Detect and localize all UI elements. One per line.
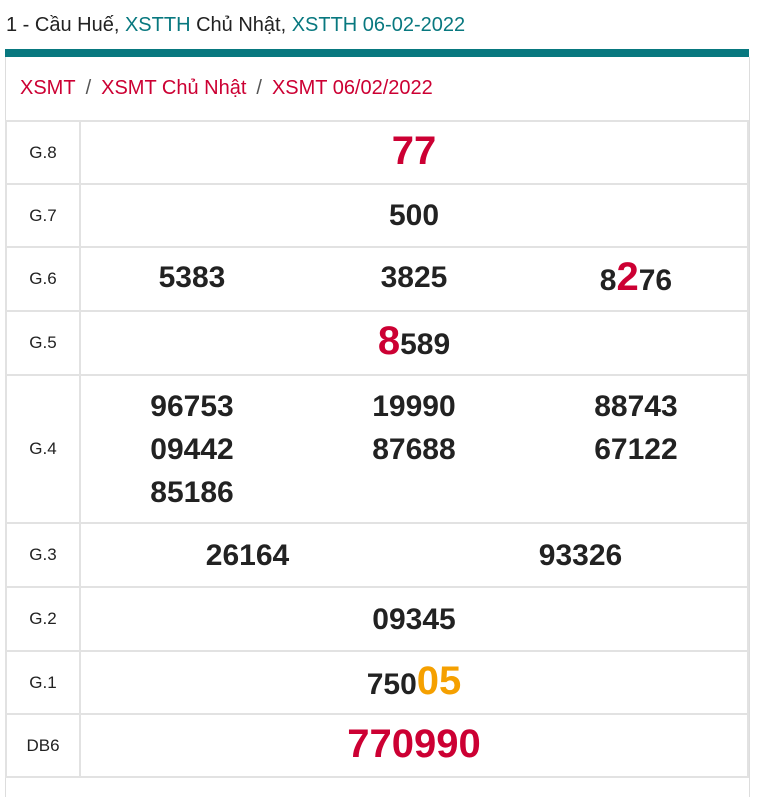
- number-part: 750: [366, 667, 417, 701]
- prize-numbers: 75005: [79, 650, 749, 715]
- xstth-link[interactable]: XSTTH: [124, 14, 191, 36]
- prize-numbers: 8589: [79, 310, 749, 376]
- prize-label: G.6: [5, 246, 81, 312]
- prize-number: 26164: [81, 534, 414, 577]
- prize-numbers: 77: [79, 120, 749, 185]
- prize-row: DB6 770990: [5, 713, 749, 778]
- prize-number: 09442: [81, 428, 303, 471]
- number-part: 09345: [372, 602, 456, 636]
- prize-numbers: 770990: [79, 713, 749, 778]
- numbers-grid: 8589: [81, 320, 747, 366]
- prize-number: 87688: [303, 428, 525, 471]
- prize-number: 5383: [81, 256, 303, 302]
- prize-number: 88743: [525, 385, 747, 428]
- prize-number: 8589: [81, 320, 747, 366]
- numbers-grid: 500: [81, 194, 747, 237]
- prize-numbers: 96753 19990 88743 09442 87688 67122 85186: [79, 374, 749, 524]
- number-part: 09442: [150, 432, 234, 466]
- number-part: 96753: [150, 389, 234, 423]
- accent-bar: [5, 49, 749, 57]
- prize-number: 75005: [81, 658, 747, 706]
- number-part: 88743: [594, 389, 678, 423]
- prize-row: G.1 75005: [5, 650, 749, 715]
- numbers-grid: 96753 19990 88743 09442 87688 67122 85186: [81, 385, 747, 514]
- prize-row: G.8 77: [5, 120, 749, 185]
- numbers-grid: 75005: [81, 658, 747, 706]
- numbers-grid: 5383 3825 8276: [81, 256, 747, 302]
- prize-label: G.3: [5, 522, 81, 588]
- number-part: 770990: [347, 721, 481, 766]
- prize-row: G.4 96753 19990 88743 09442 87688 67122 85186: [5, 374, 749, 524]
- prize-numbers: 09345: [79, 586, 749, 652]
- prize-numbers: 26164 93326: [79, 522, 749, 588]
- prize-number: 96753: [81, 385, 303, 428]
- prize-number: 77: [81, 128, 747, 176]
- prize-label: G.5: [5, 310, 81, 376]
- prize-number: 85186: [81, 471, 303, 514]
- number-part: 93326: [538, 538, 623, 572]
- prize-label: G.1: [5, 650, 81, 715]
- breadcrumb: XSMT / XSMT Chủ Nhật / XSMT 06/02/2022: [20, 77, 433, 100]
- numbers-grid: 26164 93326: [81, 534, 747, 577]
- prize-number: 09345: [81, 598, 747, 641]
- heading-text: Chủ Nhật,: [190, 14, 292, 36]
- prize-row: G.2 09345: [5, 586, 749, 652]
- number-part: 19990: [372, 389, 456, 423]
- numbers-grid: 77: [81, 128, 747, 176]
- number-part: 26164: [205, 538, 290, 572]
- xstth-date-link[interactable]: XSTTH 06-02-2022: [291, 14, 466, 36]
- number-part: 8: [377, 319, 401, 363]
- breadcrumb-separator: /: [85, 77, 92, 99]
- breadcrumb-xsmt-date[interactable]: XSMT 06/02/2022: [271, 77, 433, 99]
- number-part: 67122: [594, 432, 678, 466]
- number-part: 87688: [372, 432, 456, 466]
- prize-label: G.7: [5, 183, 81, 248]
- prize-numbers: 500: [79, 183, 749, 248]
- number-part: 85186: [150, 475, 234, 509]
- prize-row: G.5 8589: [5, 310, 749, 376]
- number-part: 3825: [380, 261, 448, 294]
- prize-number: 93326: [414, 534, 747, 577]
- number-part: 76: [638, 264, 673, 297]
- prize-numbers: 5383 3825 8276: [79, 246, 749, 312]
- prize-number: 3825: [303, 256, 525, 302]
- prize-number: 500: [81, 194, 747, 237]
- number-part: 500: [388, 199, 440, 232]
- breadcrumb-xsmt-sunday[interactable]: XSMT Chủ Nhật: [101, 77, 247, 99]
- prize-number: 770990: [81, 721, 747, 769]
- number-part: 05: [416, 658, 462, 703]
- prize-label: G.8: [5, 120, 81, 185]
- prize-row: G.6 5383 3825 8276: [5, 246, 749, 312]
- numbers-grid: 770990: [81, 721, 747, 769]
- heading-text: 1 - Cầu Huế,: [6, 14, 125, 36]
- numbers-grid: 09345: [81, 598, 747, 641]
- number-part: 589: [400, 328, 451, 361]
- breadcrumb-xsmt[interactable]: XSMT: [20, 77, 76, 99]
- prize-label: G.2: [5, 586, 81, 652]
- number-part: 8: [599, 264, 617, 297]
- prize-number: 67122: [525, 428, 747, 471]
- results-table: G.8 77 G.7 500 G.6 5383 3825 8276 G.5 8589 G.4 9675…: [5, 120, 749, 778]
- prize-label: DB6: [5, 713, 81, 778]
- number-part: 5383: [158, 261, 226, 294]
- prize-row: G.7 500: [5, 183, 749, 248]
- prize-number: 8276: [525, 256, 747, 302]
- prize-row: G.3 26164 93326: [5, 522, 749, 588]
- number-part: 77: [391, 128, 437, 173]
- prize-label: G.4: [5, 374, 81, 524]
- number-part: 2: [616, 255, 639, 299]
- page-heading: 1 - Cầu Huế, XSTTH Chủ Nhật, XSTTH 06-02…: [6, 14, 465, 37]
- breadcrumb-separator: /: [256, 77, 262, 99]
- prize-number: 19990: [303, 385, 525, 428]
